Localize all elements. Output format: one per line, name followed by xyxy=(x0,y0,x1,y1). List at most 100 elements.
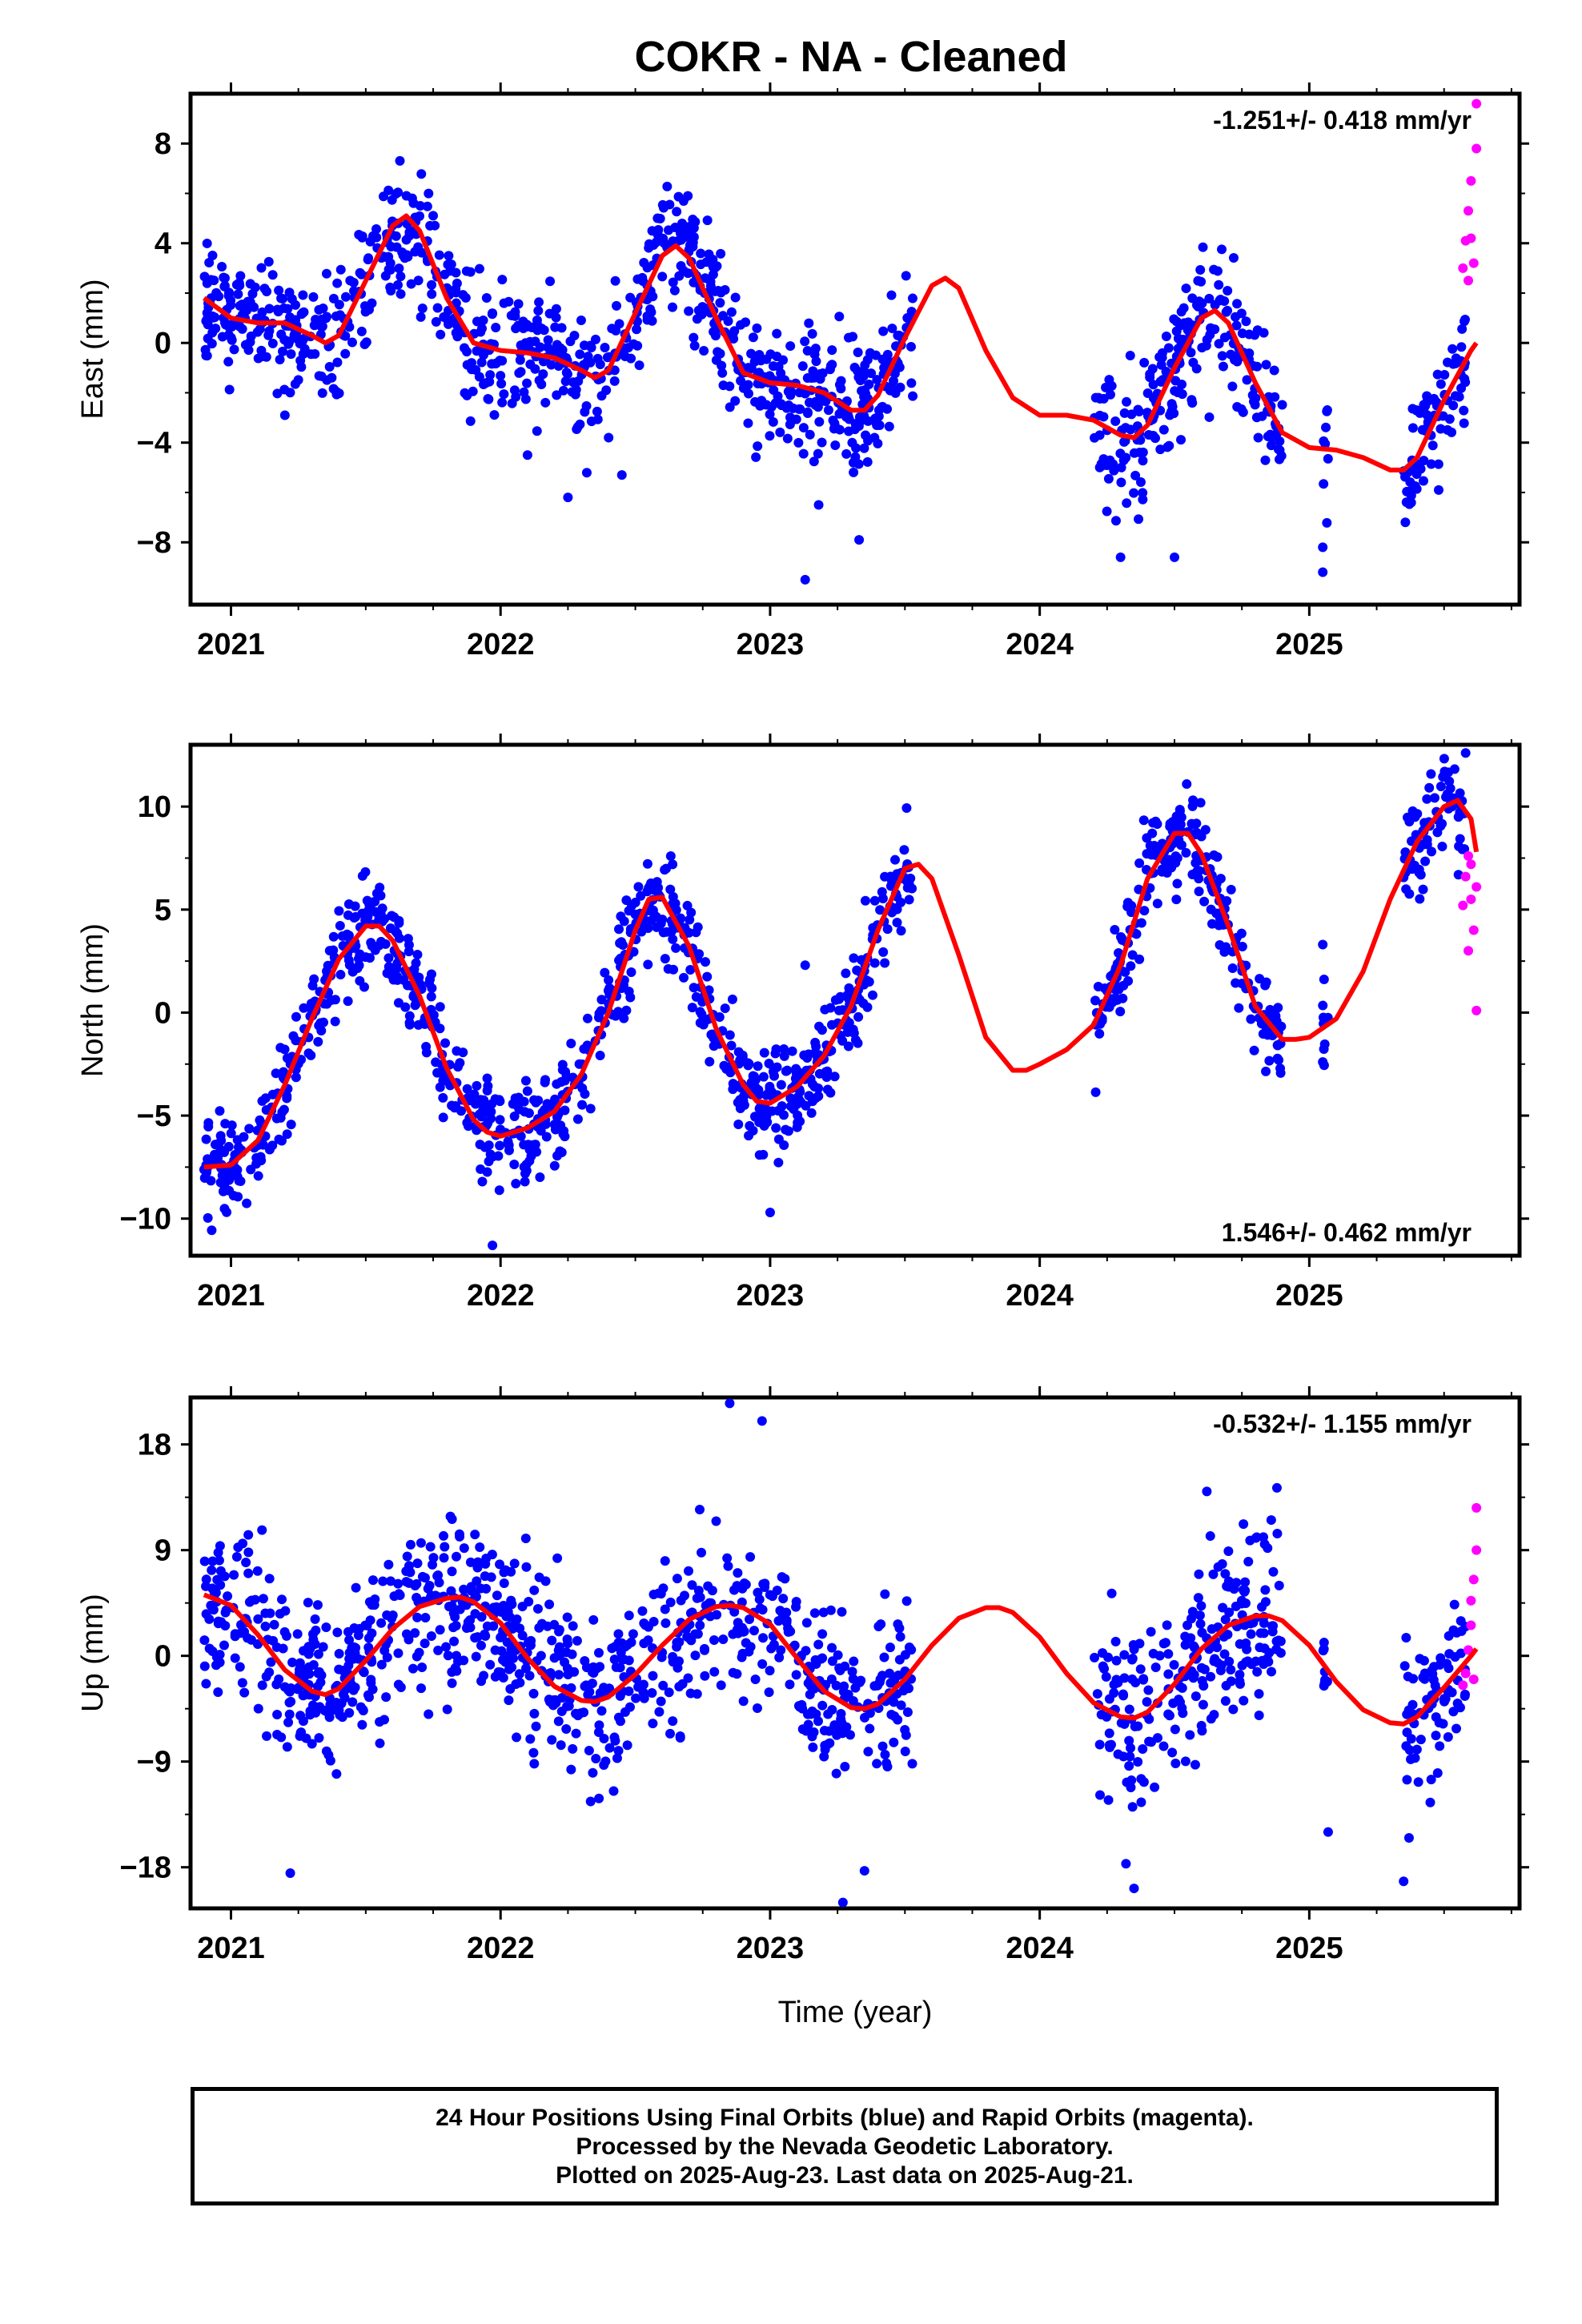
final-orbit-point xyxy=(292,1684,303,1695)
final-orbit-point xyxy=(620,1707,630,1717)
final-orbit-point xyxy=(1204,412,1215,422)
final-orbit-point xyxy=(334,1648,344,1659)
rapid-orbit-point xyxy=(1458,1680,1468,1691)
final-orbit-point xyxy=(476,1640,486,1651)
final-orbit-point xyxy=(877,893,888,903)
final-orbit-point xyxy=(261,1671,271,1682)
final-orbit-point xyxy=(819,396,829,406)
final-orbit-point xyxy=(242,1198,252,1208)
final-orbit-point xyxy=(1195,798,1206,808)
final-orbit-point xyxy=(689,983,699,993)
final-orbit-point xyxy=(1104,1694,1114,1704)
final-orbit-point xyxy=(529,1585,540,1595)
final-orbit-point xyxy=(661,1618,671,1628)
final-orbit-point xyxy=(393,998,404,1008)
final-orbit-point xyxy=(823,1709,833,1719)
final-orbit-point xyxy=(1438,1719,1448,1729)
final-orbit-point xyxy=(477,1176,488,1187)
final-orbit-point xyxy=(633,882,644,892)
final-orbit-point xyxy=(447,1678,457,1688)
rapid-orbit-point xyxy=(1460,1668,1471,1679)
final-orbit-point xyxy=(363,253,374,263)
final-orbit-point xyxy=(458,290,468,300)
final-orbit-point xyxy=(310,349,320,360)
final-orbit-point xyxy=(455,1058,465,1068)
final-orbit-point xyxy=(733,1628,743,1638)
final-orbit-point xyxy=(1176,840,1186,850)
final-orbit-point xyxy=(396,271,406,282)
final-orbit-point xyxy=(309,974,319,984)
final-orbit-point xyxy=(1193,301,1203,312)
final-orbit-point xyxy=(876,1619,886,1630)
final-orbit-point xyxy=(395,933,405,943)
y-tick-label: 10 xyxy=(138,790,171,824)
final-orbit-point xyxy=(1094,1028,1105,1039)
final-orbit-point xyxy=(531,1097,541,1108)
final-orbit-point xyxy=(1114,948,1124,959)
final-orbit-point xyxy=(366,1678,376,1688)
final-orbit-point xyxy=(765,1666,775,1676)
final-orbit-point xyxy=(401,1629,412,1639)
rapid-orbit-point xyxy=(1472,1502,1482,1513)
final-orbit-point xyxy=(1318,567,1328,577)
final-orbit-point xyxy=(406,279,416,289)
final-orbit-point xyxy=(278,293,288,304)
final-orbit-point xyxy=(257,352,267,362)
final-orbit-point xyxy=(434,1578,444,1588)
final-orbit-point xyxy=(401,1577,412,1587)
final-orbit-point xyxy=(850,1035,861,1045)
final-orbit-point xyxy=(793,1110,803,1120)
final-orbit-point xyxy=(1456,383,1467,393)
final-orbit-point xyxy=(239,1687,250,1698)
final-orbit-point xyxy=(1104,1728,1114,1739)
final-orbit-point xyxy=(472,1080,482,1091)
y-tick-label: −5 xyxy=(137,1100,171,1133)
final-orbit-point xyxy=(1204,293,1215,304)
final-orbit-point xyxy=(256,263,267,273)
rapid-orbit-point xyxy=(1468,1574,1479,1585)
final-orbit-point xyxy=(837,1897,848,1908)
final-orbit-point xyxy=(1247,390,1258,400)
final-orbit-point xyxy=(1217,1559,1227,1570)
final-orbit-point xyxy=(1431,1712,1441,1723)
final-orbit-point xyxy=(1437,841,1447,851)
final-orbit-point xyxy=(1103,1795,1114,1805)
final-orbit-point xyxy=(1134,1638,1145,1649)
final-orbit-point xyxy=(1148,380,1158,390)
final-orbit-point xyxy=(252,327,263,337)
final-orbit-point xyxy=(321,1622,331,1633)
final-orbit-point xyxy=(499,389,509,400)
final-orbit-point xyxy=(672,1637,682,1647)
final-orbit-point xyxy=(556,1706,567,1716)
final-orbit-point xyxy=(596,1706,607,1716)
final-orbit-point xyxy=(481,293,492,304)
final-orbit-point xyxy=(626,967,636,978)
final-orbit-point xyxy=(1442,424,1452,435)
final-orbit-point xyxy=(466,362,476,372)
final-orbit-point xyxy=(1415,1654,1425,1664)
final-orbit-point xyxy=(549,1160,560,1171)
final-orbit-point xyxy=(459,1584,469,1594)
final-orbit-point xyxy=(612,1753,622,1763)
final-orbit-point xyxy=(594,1720,604,1731)
final-orbit-point xyxy=(584,1687,595,1697)
final-orbit-point xyxy=(553,1645,564,1655)
final-orbit-point xyxy=(447,1566,457,1577)
final-orbit-point xyxy=(1226,884,1236,895)
final-orbit-point xyxy=(1202,1486,1212,1497)
final-orbit-point xyxy=(201,1581,211,1591)
final-orbit-point xyxy=(1194,874,1204,884)
final-orbit-point xyxy=(330,1016,340,1027)
final-orbit-point xyxy=(272,388,283,399)
final-orbit-point xyxy=(1120,423,1130,433)
final-orbit-point xyxy=(1435,781,1446,791)
final-orbit-point xyxy=(1156,376,1166,387)
final-orbit-point xyxy=(551,304,561,314)
final-orbit-point xyxy=(758,1149,769,1160)
final-orbit-point xyxy=(266,1657,276,1667)
final-orbit-point xyxy=(330,995,340,1005)
final-orbit-point xyxy=(435,1002,445,1012)
final-orbit-point xyxy=(604,975,614,985)
final-orbit-point xyxy=(510,1093,520,1104)
final-orbit-point xyxy=(276,1732,287,1743)
